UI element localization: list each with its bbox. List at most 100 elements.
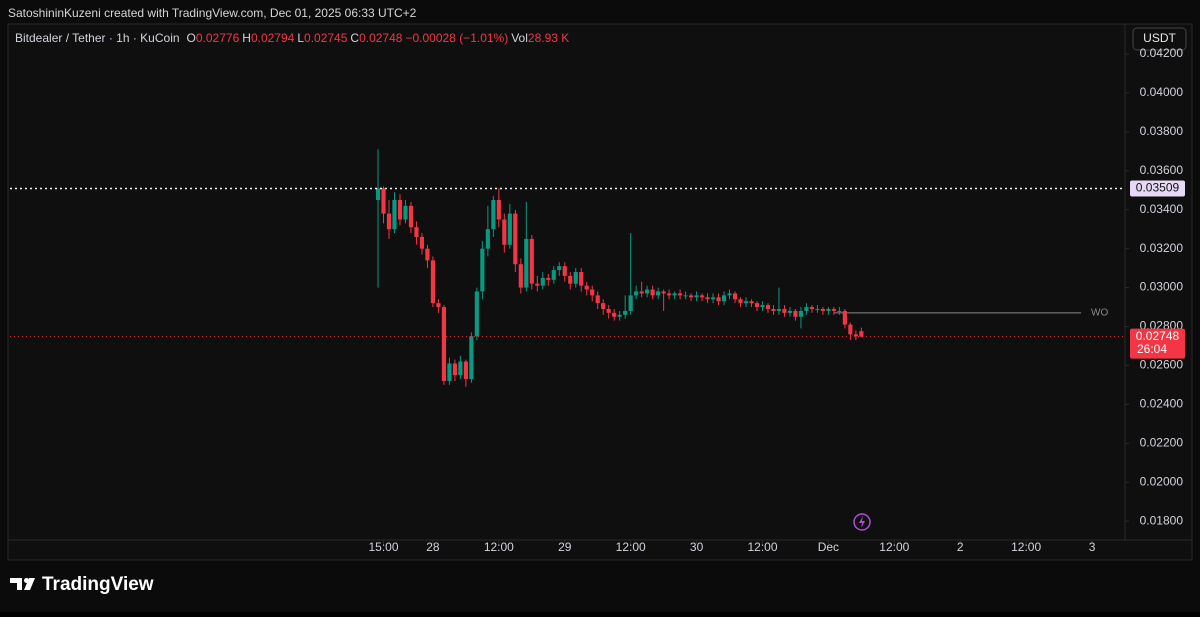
x-tick-label: 15:00 (368, 540, 398, 554)
candle-body (557, 266, 562, 271)
candle-body (425, 248, 430, 261)
candle-body (551, 270, 556, 280)
candle-body (688, 295, 694, 298)
x-tick-label: 28 (426, 540, 440, 554)
candle-body (650, 289, 655, 296)
candle-body (656, 291, 661, 296)
level-label: WO (1091, 308, 1108, 319)
candle-body (809, 307, 815, 309)
candle-body (408, 205, 414, 228)
x-tick-label: Dec (818, 540, 839, 554)
last-price-box (1130, 328, 1185, 359)
candle-body (837, 310, 842, 312)
candle-body (518, 264, 523, 288)
alert-bolt[interactable] (859, 516, 865, 528)
candle-body (672, 293, 677, 296)
y-tick-label: 0.01800 (1140, 513, 1184, 527)
candle-body (403, 205, 408, 220)
brand-name: TradingView (42, 574, 154, 595)
candle-body (513, 213, 518, 265)
candle-body (787, 310, 793, 313)
candle-body (815, 308, 820, 310)
candle-body (853, 334, 858, 337)
candle-body (568, 275, 573, 284)
y-tick-label: 0.02000 (1140, 474, 1184, 488)
candle-body (738, 299, 743, 304)
candle-body (524, 238, 529, 288)
ohlc-label: C (350, 31, 359, 45)
y-tick-label: 0.03400 (1140, 202, 1184, 216)
candle-body (661, 291, 666, 294)
candle-body (820, 308, 825, 311)
candle-body (436, 303, 441, 308)
ohlc-value: 0.02776 (196, 31, 240, 45)
credit: SatoshininKuzeni created with TradingVie… (8, 6, 417, 20)
candle-body (848, 324, 853, 335)
ohlc-label: O (187, 31, 196, 45)
candle-body (496, 199, 501, 220)
alert-circle[interactable] (853, 513, 871, 531)
y-tick-label: 0.02600 (1140, 358, 1184, 372)
x-tick-label: 30 (690, 540, 704, 554)
x-tick-label: 3 (1089, 540, 1096, 554)
ohlc-value: 0.02794 (251, 31, 295, 45)
candle-body (452, 363, 457, 376)
candle-body (678, 293, 683, 296)
y-tick-label: 0.02400 (1140, 397, 1184, 411)
currency-button[interactable] (1132, 27, 1187, 51)
candle-body (562, 266, 567, 276)
candle-body (798, 310, 804, 317)
candle-body (754, 303, 760, 308)
candle-body (634, 291, 639, 296)
candle-body (683, 295, 688, 297)
y-tick-label: 0.04000 (1140, 85, 1184, 99)
candle-body (458, 361, 463, 376)
candle-body (716, 297, 721, 302)
ohlc-value: 0.02745 (304, 31, 348, 45)
ohlc-value: 0.02748 (359, 31, 403, 45)
candle-body (826, 308, 831, 311)
candle-body (595, 295, 600, 304)
candle-body (628, 295, 633, 311)
candle-body (760, 305, 765, 308)
candle-body (386, 213, 392, 230)
candle-body (804, 307, 809, 311)
alert-icon[interactable] (853, 513, 871, 531)
high-marker-box (1130, 180, 1185, 197)
candle-body (546, 277, 551, 280)
ohlc-label: H (242, 31, 251, 45)
candle-body (842, 310, 847, 325)
candle-body (584, 285, 589, 290)
candle-body (447, 363, 452, 381)
candle-body (392, 199, 397, 230)
candle-body (705, 297, 710, 300)
y-tick-label: 0.04200 (1140, 46, 1184, 60)
candle-body (381, 188, 386, 214)
last-price-label: 0.02748 (1136, 329, 1180, 343)
candle-body (573, 272, 578, 284)
x-tick-label: 12:00 (1011, 540, 1041, 554)
candle-body (430, 260, 436, 304)
candle-body (612, 312, 617, 317)
volume-label: Vol (511, 31, 528, 45)
candle-body (397, 199, 403, 220)
volume-value: 28.93 K (528, 31, 569, 45)
candle-body (529, 238, 534, 284)
candle-body (414, 227, 419, 237)
currency-label[interactable]: USDT (1143, 31, 1176, 45)
y-tick-label: 0.02200 (1140, 435, 1184, 449)
candle-body (507, 213, 512, 245)
candle-body (727, 293, 732, 296)
candle-body (782, 308, 787, 313)
candle-body (469, 336, 474, 380)
chart-panel (7, 23, 1193, 561)
high-marker-label: 0.03509 (1136, 181, 1180, 195)
candle-body (694, 295, 699, 298)
candle-body (491, 199, 496, 230)
ohlc-label: L (297, 31, 304, 45)
candle-body (623, 310, 628, 315)
candle-body (606, 308, 611, 313)
change: −0.00028 (−1.01%) (405, 31, 508, 45)
